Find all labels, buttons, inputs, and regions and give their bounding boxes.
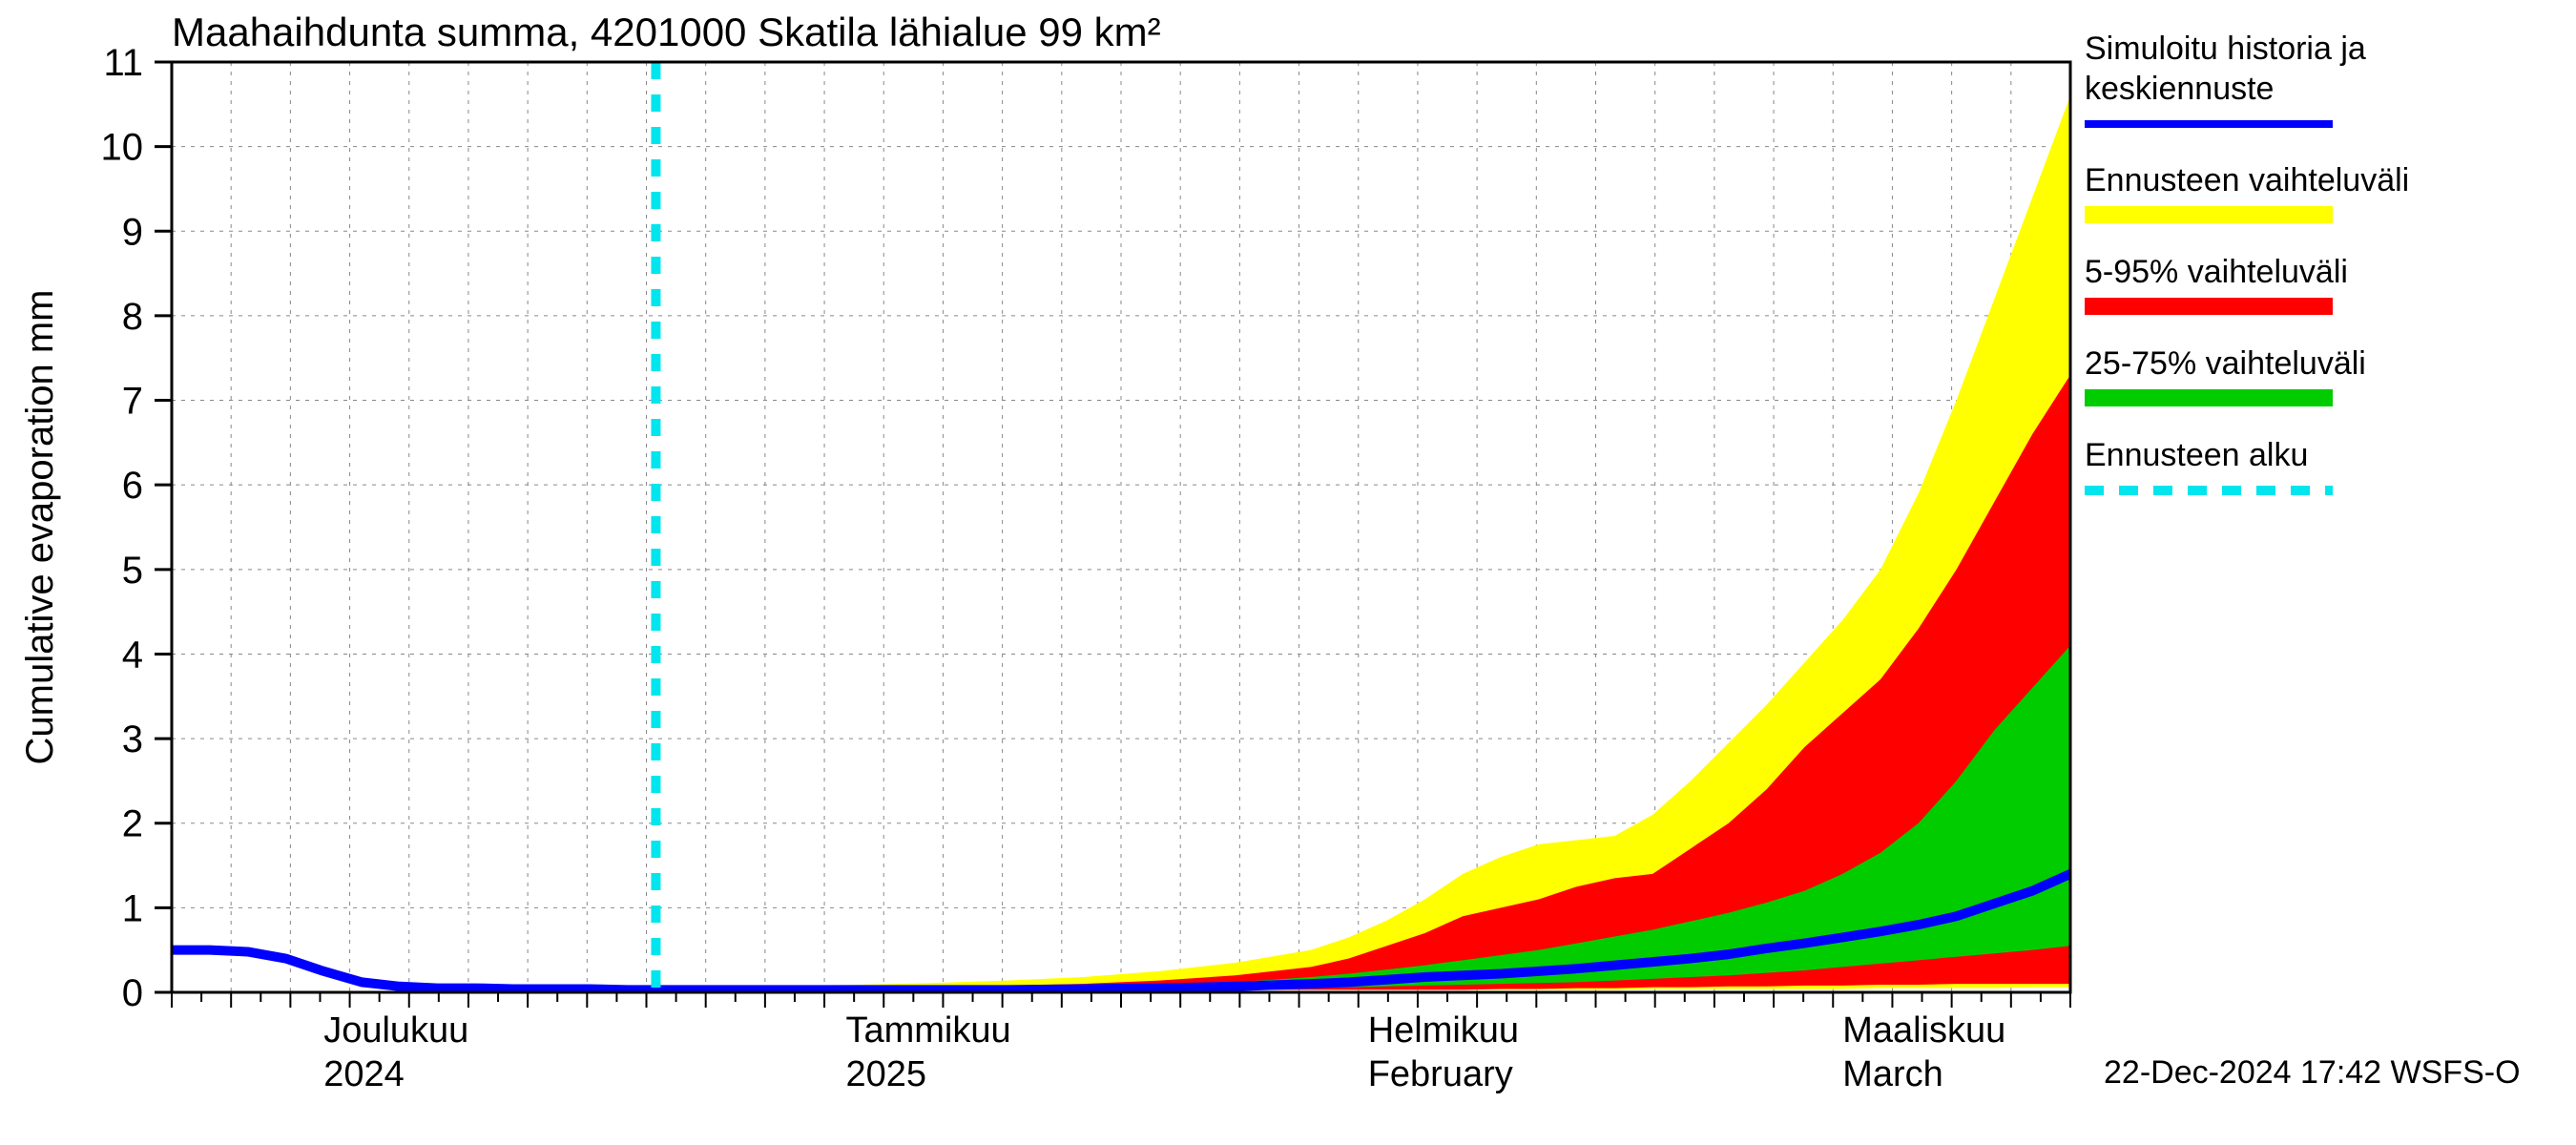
footer-timestamp: 22-Dec-2024 17:42 WSFS-O bbox=[2104, 1054, 2521, 1091]
legend-swatch bbox=[2085, 389, 2333, 406]
legend-swatch bbox=[2085, 298, 2333, 315]
y-tick-label: 1 bbox=[122, 887, 143, 929]
x-month-label: Maaliskuu bbox=[1842, 1010, 2005, 1051]
legend-label: 5-95% vaihteluväli bbox=[2085, 254, 2348, 290]
legend-label: 25-75% vaihteluväli bbox=[2085, 345, 2366, 382]
x-month-label: Joulukuu bbox=[323, 1010, 468, 1051]
x-month-label: Helmikuu bbox=[1368, 1010, 1519, 1051]
legend-label: Ennusteen alku bbox=[2085, 437, 2308, 473]
y-tick-label: 6 bbox=[122, 465, 143, 507]
y-tick-label: 11 bbox=[103, 42, 143, 84]
x-month-label-2: February bbox=[1368, 1054, 1513, 1094]
y-tick-label: 9 bbox=[122, 211, 143, 253]
y-tick-label: 10 bbox=[101, 127, 144, 169]
legend-swatch bbox=[2085, 206, 2333, 223]
y-tick-label: 0 bbox=[122, 972, 143, 1014]
chart-title: Maahaihdunta summa, 4201000 Skatila lähi… bbox=[172, 10, 1161, 54]
y-tick-label: 2 bbox=[122, 803, 143, 845]
chart-svg: 0 1 2 3 4 5 6 7 8 9 10 11 Joulukuu2024 Tammikuu2025 He… bbox=[0, 0, 2576, 1145]
chart-container: 0 1 2 3 4 5 6 7 8 9 10 11 Joulukuu2024 Tammikuu2025 He… bbox=[0, 0, 2576, 1145]
legend-label: keskiennuste bbox=[2085, 71, 2274, 107]
y-tick-label: 4 bbox=[122, 634, 143, 676]
x-month-label-2: March bbox=[1842, 1054, 1943, 1094]
legend-label: Ennusteen vaihteluväli bbox=[2085, 162, 2409, 198]
legend-label: Simuloitu historia ja bbox=[2085, 31, 2366, 67]
x-month-label: Tammikuu bbox=[845, 1010, 1010, 1051]
y-tick-label: 3 bbox=[122, 718, 143, 760]
y-tick-label: 7 bbox=[122, 381, 143, 423]
y-tick-label: 8 bbox=[122, 296, 143, 338]
y-axis-label: Cumulative evaporation mm bbox=[19, 290, 61, 765]
y-tick-label: 5 bbox=[122, 550, 143, 592]
x-month-label-2: 2025 bbox=[845, 1054, 926, 1094]
x-month-label-2: 2024 bbox=[323, 1054, 405, 1094]
